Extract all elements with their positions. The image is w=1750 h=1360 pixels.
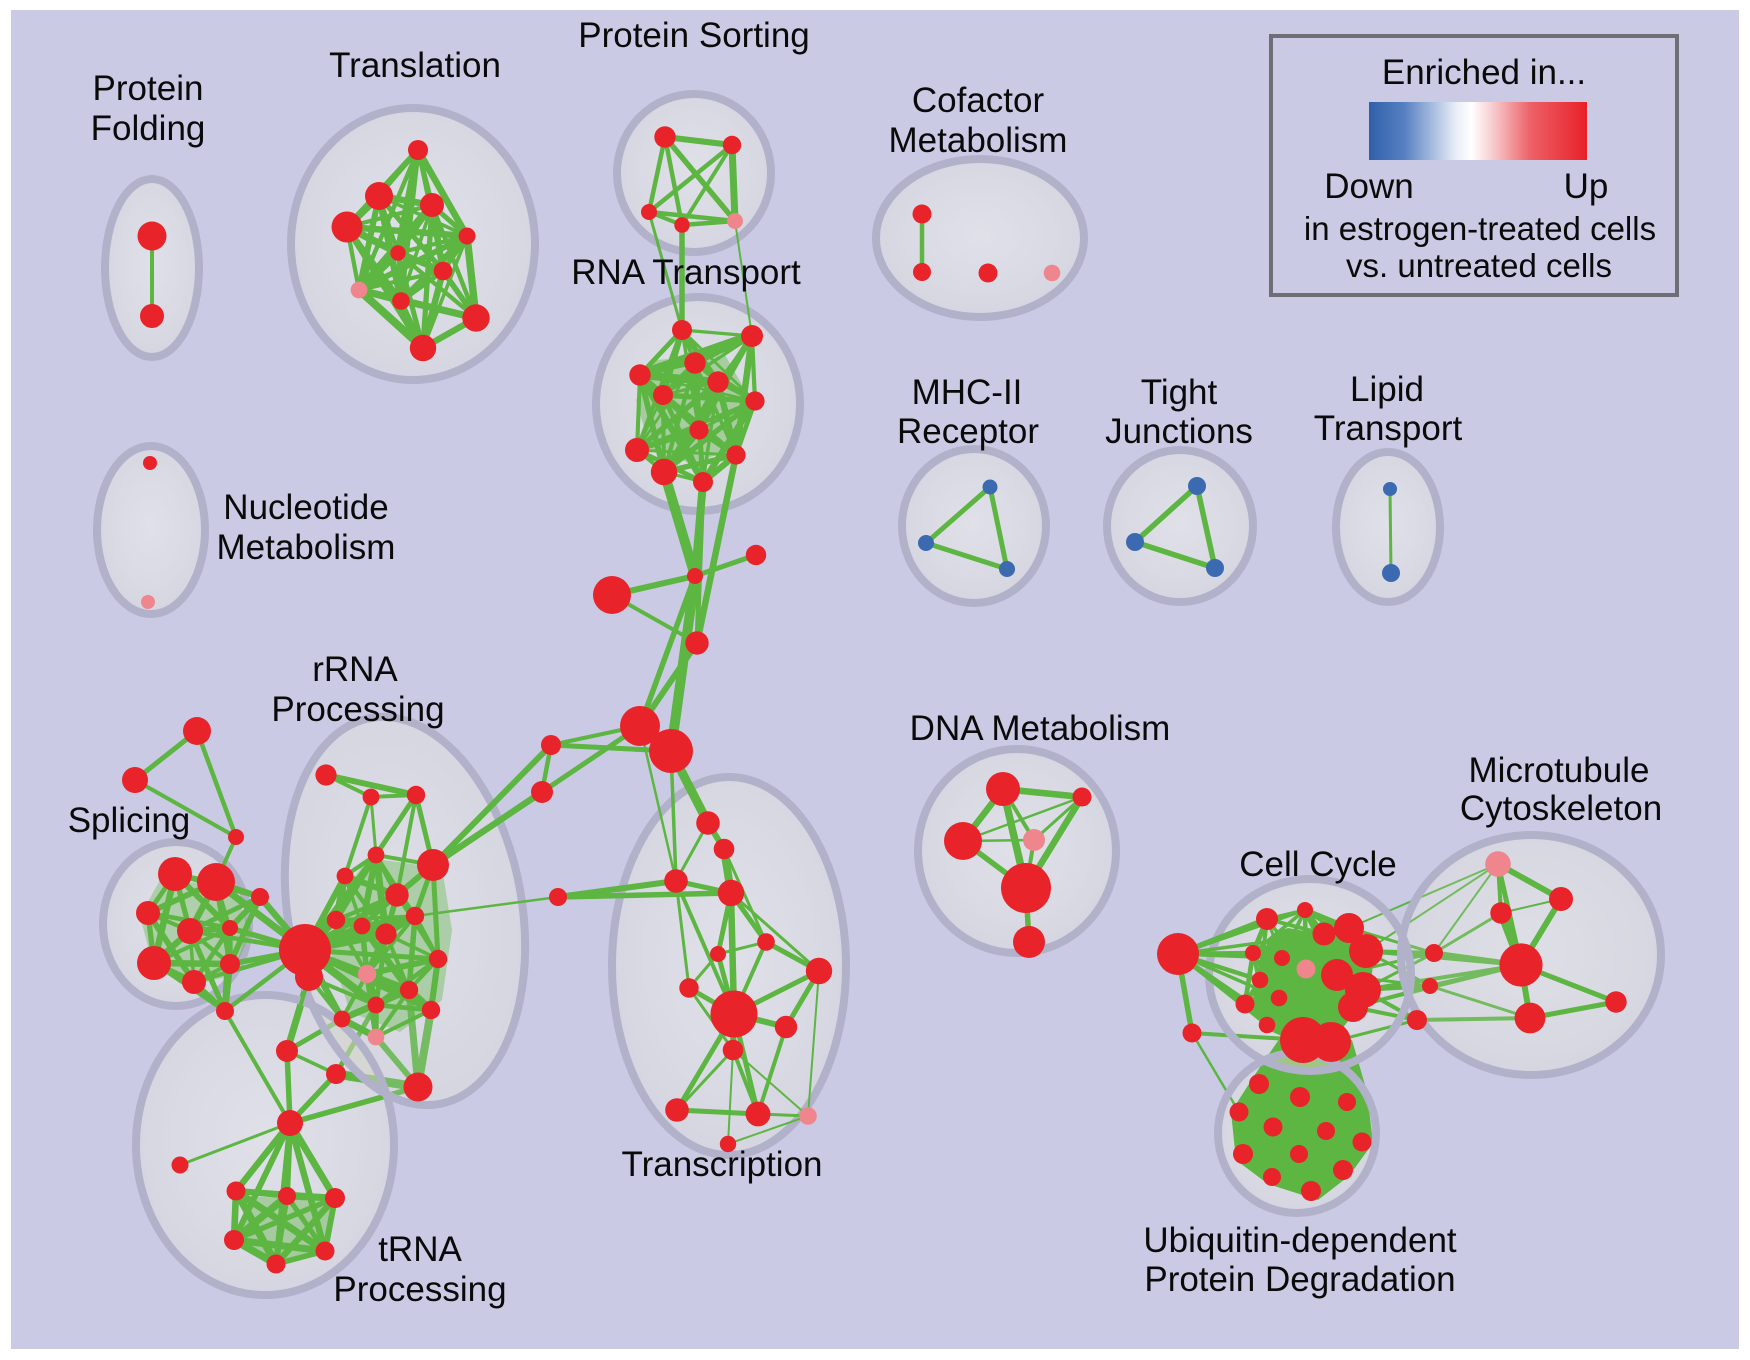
svg-text:vs. untreated cells: vs. untreated cells <box>1346 247 1612 284</box>
svg-text:Receptor: Receptor <box>897 412 1039 451</box>
svg-text:Down: Down <box>1324 167 1413 206</box>
svg-text:MHC-II: MHC-II <box>912 373 1023 412</box>
svg-text:Metabolism: Metabolism <box>889 121 1068 160</box>
svg-text:Enriched in...: Enriched in... <box>1382 53 1586 92</box>
svg-text:Protein Sorting: Protein Sorting <box>578 16 810 55</box>
svg-text:Ubiquitin-dependent: Ubiquitin-dependent <box>1143 1221 1457 1260</box>
svg-text:Nucleotide: Nucleotide <box>223 488 388 527</box>
svg-text:Protein: Protein <box>93 69 204 108</box>
svg-text:Transport: Transport <box>1314 409 1463 448</box>
svg-text:DNA Metabolism: DNA Metabolism <box>910 709 1171 748</box>
svg-text:Junctions: Junctions <box>1105 412 1253 451</box>
svg-text:Microtubule: Microtubule <box>1469 751 1650 790</box>
svg-text:Processing: Processing <box>271 690 444 729</box>
svg-text:rRNA: rRNA <box>312 650 398 689</box>
svg-text:Metabolism: Metabolism <box>217 528 396 567</box>
svg-text:Processing: Processing <box>333 1270 506 1309</box>
svg-text:Cell Cycle: Cell Cycle <box>1239 845 1397 884</box>
svg-text:Lipid: Lipid <box>1350 370 1424 409</box>
svg-text:Protein Degradation: Protein Degradation <box>1144 1260 1455 1299</box>
svg-text:Cytoskeleton: Cytoskeleton <box>1460 789 1662 828</box>
svg-text:Tight: Tight <box>1141 373 1218 412</box>
svg-text:RNA Transport: RNA Transport <box>571 253 801 292</box>
svg-text:Cofactor: Cofactor <box>912 81 1045 120</box>
svg-text:tRNA: tRNA <box>378 1230 462 1269</box>
svg-text:Splicing: Splicing <box>68 801 191 840</box>
svg-text:in estrogen-treated cells: in estrogen-treated cells <box>1304 210 1656 247</box>
svg-text:Transcription: Transcription <box>622 1145 823 1184</box>
svg-text:Folding: Folding <box>91 109 206 148</box>
svg-text:Translation: Translation <box>329 46 501 85</box>
svg-text:Up: Up <box>1564 167 1609 206</box>
